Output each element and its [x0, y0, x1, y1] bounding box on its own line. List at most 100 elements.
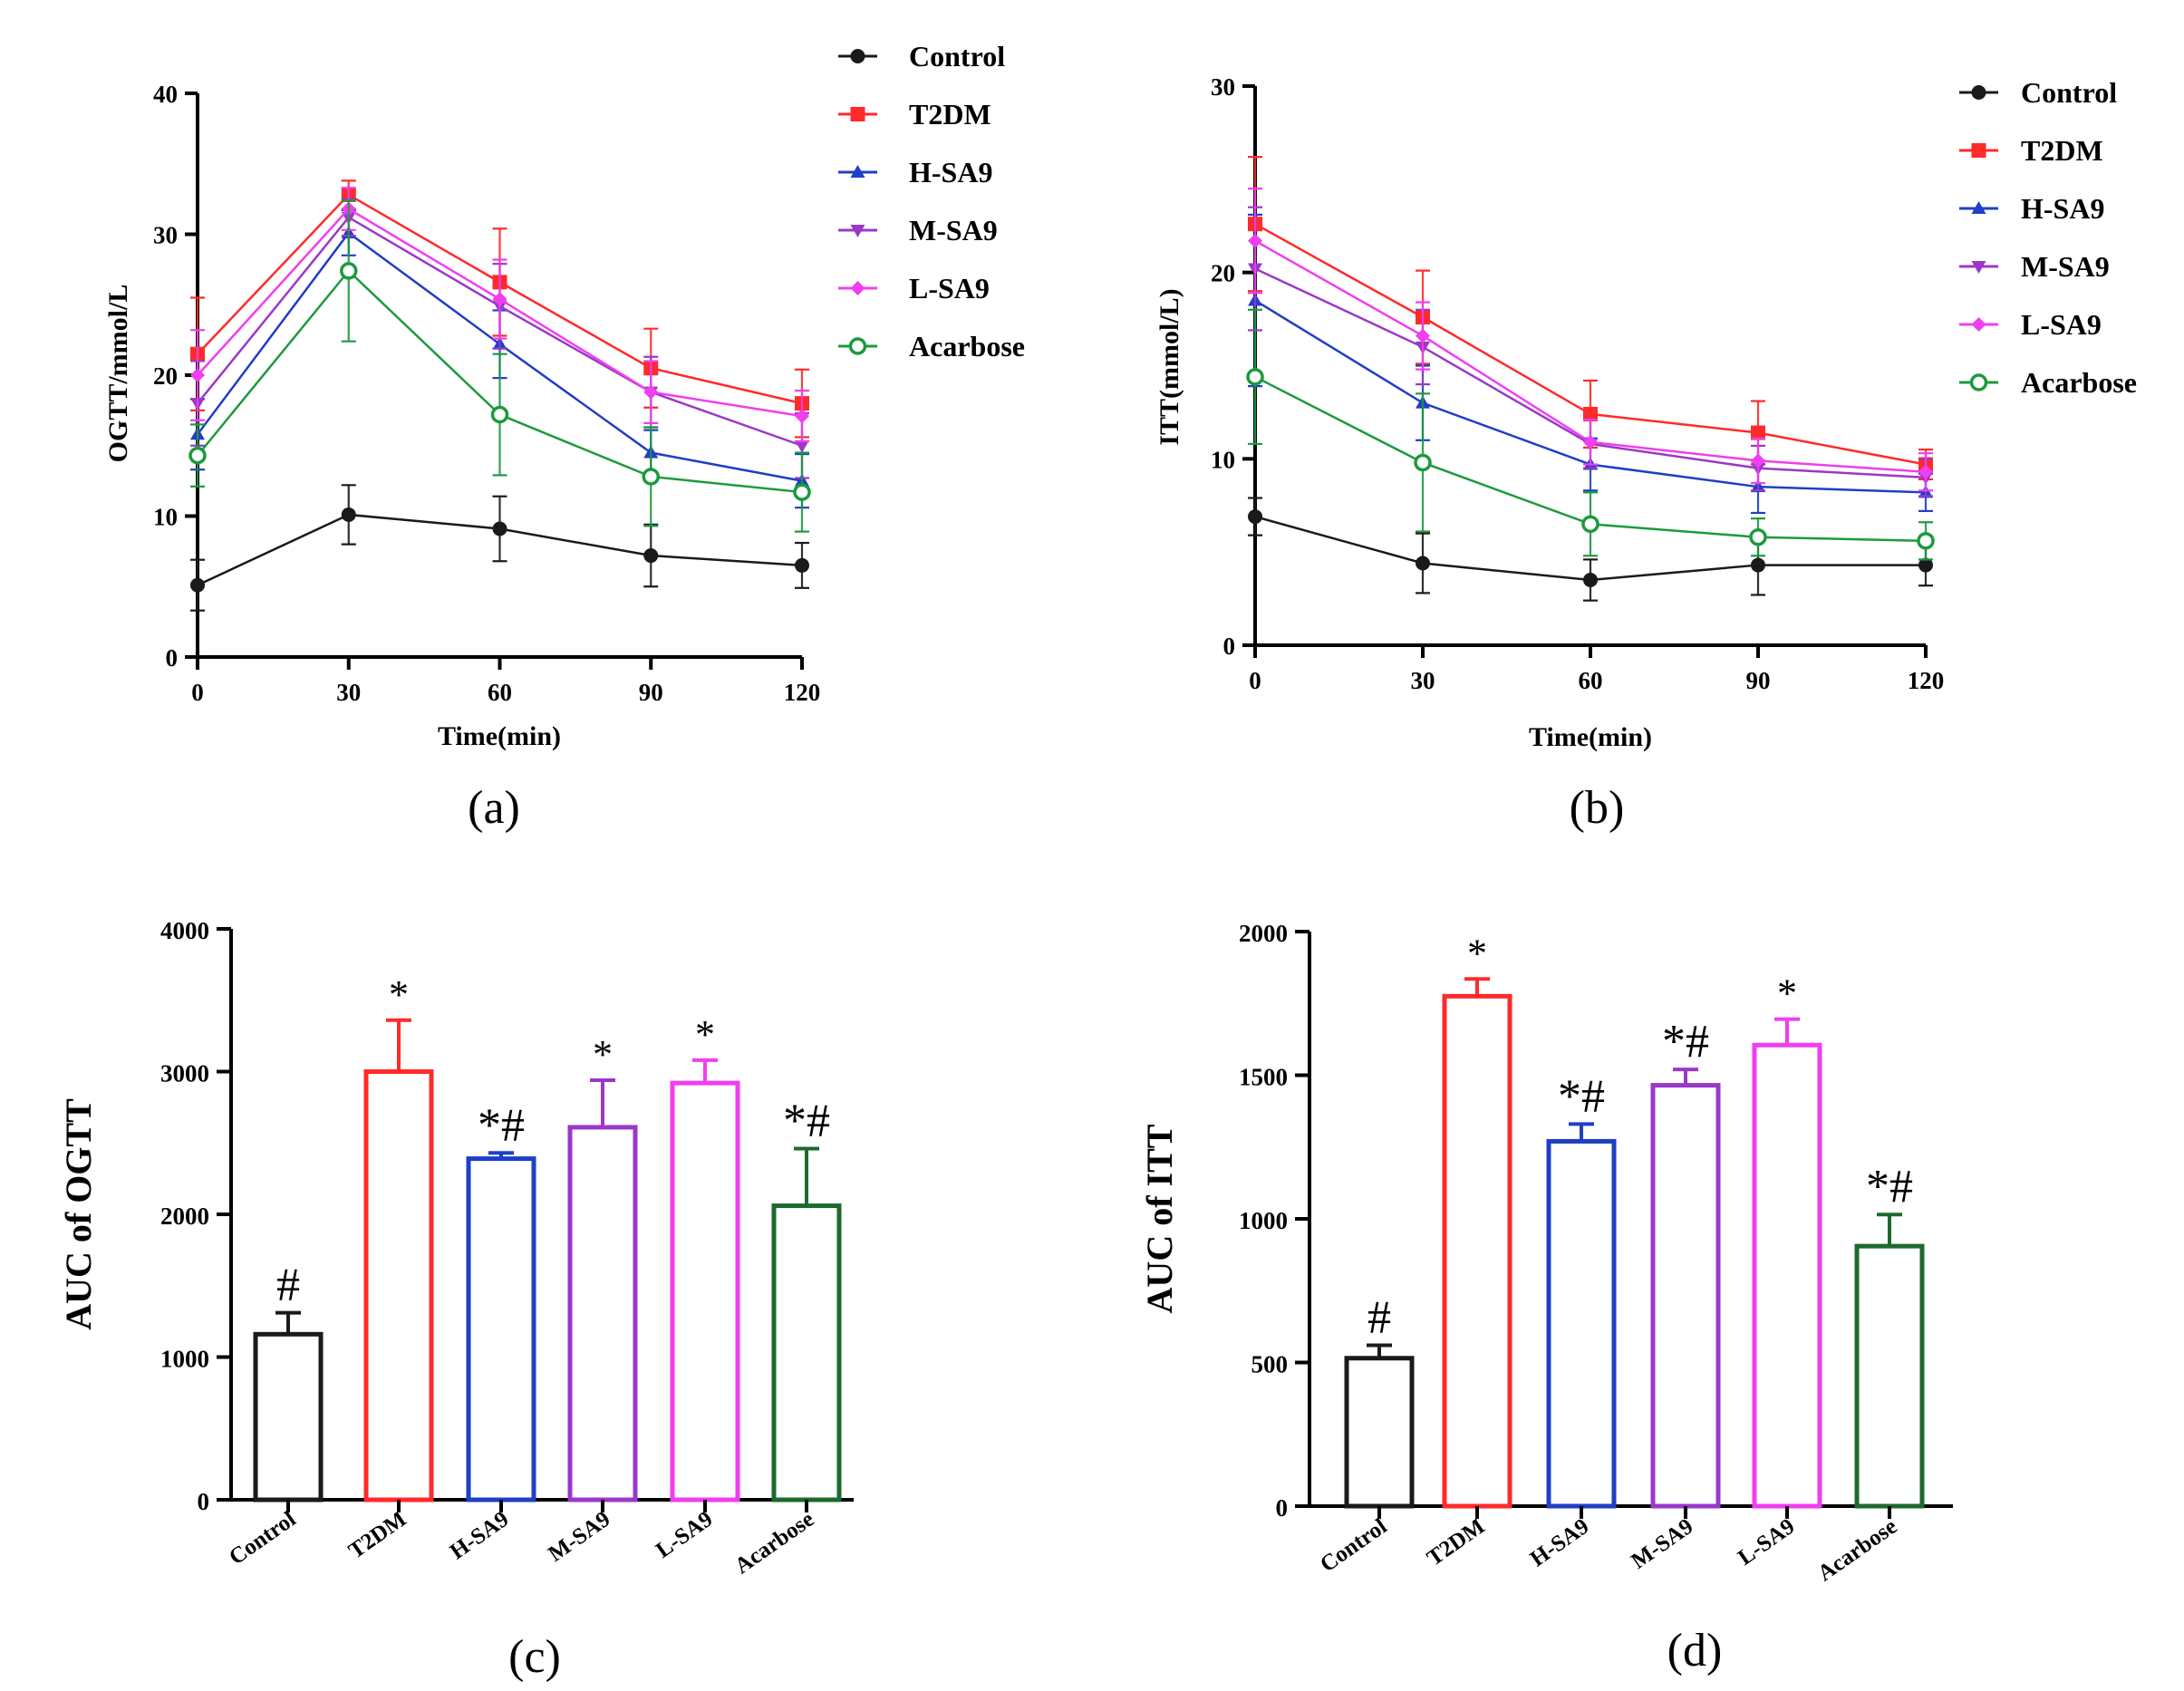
panel-c-significance-label: # [276, 1260, 300, 1311]
panel-a-y-tick-label: 30 [153, 222, 178, 249]
panel-a-data-point [643, 384, 659, 400]
panel-d-significance-label: *# [1558, 1070, 1605, 1122]
panel-a-legend-item-acarbose: Acarbose [838, 330, 1025, 362]
panel-c-bar-group-t2dm: * T2DM [344, 972, 434, 1564]
panel-a-data-point [795, 557, 809, 573]
panel-c-bar [363, 1069, 434, 1503]
panel-a-y-tick-label: 40 [153, 81, 178, 108]
panel-a-x-tick-label: 60 [488, 679, 512, 706]
panel-c-bar [567, 1125, 638, 1503]
panel-b-data-point [1751, 425, 1765, 440]
panel-a-legend-marker [850, 165, 865, 178]
panel-a-legend-label: H-SA9 [909, 156, 992, 188]
panel-d-bar [1650, 1083, 1721, 1509]
panel-d-x-tick-label: M-SA9 [1627, 1514, 1697, 1574]
panel-b-data-point [1751, 557, 1765, 573]
panel-a-legend-marker [850, 281, 865, 295]
panel-d-y-tick-label: 500 [1251, 1351, 1289, 1378]
panel-b-legend-label: T2DM [2021, 134, 2103, 167]
panel-a-legend-item-l-sa9: L-SA9 [838, 272, 990, 304]
panel-c-bar [253, 1331, 324, 1503]
panel-a-data-point [340, 262, 358, 280]
panel-b-data-point [1248, 233, 1262, 248]
panel-c-y-tick-label: 4000 [160, 917, 209, 944]
panel-b-legend-label: H-SA9 [2021, 192, 2104, 225]
panel-a-legend-marker [850, 225, 865, 237]
panel-b-legend-item-acarbose: Acarbose [1959, 366, 2137, 399]
panel-b-series-acarbose [1246, 308, 1935, 561]
panel-d-bar-group-t2dm: * T2DM [1423, 931, 1512, 1571]
panel-c-bar [771, 1203, 842, 1503]
panel-c-y-tick-label: 0 [198, 1488, 210, 1515]
panel-a-legend-marker [850, 107, 865, 121]
panel-c-y-label: AUC of OGTT [58, 1098, 99, 1330]
panel-c-x-tick-label: M-SA9 [544, 1507, 614, 1567]
panel-d-y-label: AUC of ITT [1139, 1124, 1180, 1313]
panel-d-x-tick-label: Acarbose [1813, 1514, 1901, 1586]
panel-b-legend-item-m-sa9: M-SA9 [1959, 250, 2110, 283]
panel-b-legend-label: Control [2021, 76, 2117, 109]
panel-b-y-label: ITT(mmol/L) [1155, 288, 1184, 445]
panel-c-significance-label: *# [783, 1096, 830, 1147]
panel-a-y-tick-label: 10 [153, 504, 178, 531]
panel-b-data-point [1583, 406, 1598, 421]
panel-a-data-point [793, 483, 811, 501]
panel-a-data-point [492, 521, 507, 536]
panel-c-significance-label: * [389, 972, 409, 1017]
panel-b-data-point [1414, 453, 1432, 472]
panel-c-ogtt-auc-bar-chart: AUC of OGTT (c) 0 1000 2000 3000 4000 # Contr… [58, 917, 854, 1683]
panel-b-legend-label: Acarbose [2021, 366, 2137, 399]
panel-a-series-control [190, 484, 809, 612]
panel-d-significance-label: * [1467, 931, 1487, 975]
panel-b-x-tick-label: 60 [1579, 667, 1603, 694]
panel-b-x-label: Time(min) [1529, 722, 1652, 752]
panel-c-significance-label: *# [478, 1099, 525, 1151]
panel-c-x-tick-label: Control [225, 1507, 300, 1570]
panel-d-significance-label: *# [1662, 1016, 1709, 1068]
panel-a-ogtt-line-chart: OGTT/mmol/L Time(min) (a) 0 10 20 30 40 0 30 60… [103, 40, 1025, 834]
panel-a-legend-item-h-sa9: H-SA9 [838, 156, 992, 188]
panel-d-bar-group-acarbose: *# Acarbose [1813, 1161, 1925, 1586]
panel-a-data-point [642, 468, 660, 486]
panel-a-legend-label: M-SA9 [909, 214, 998, 246]
panel-b-legend-item-t2dm: T2DM [1959, 134, 2103, 167]
panel-c-x-tick-label: T2DM [344, 1507, 411, 1564]
panel-a-y-tick-label: 0 [166, 644, 179, 672]
panel-b-data-point [1581, 515, 1599, 534]
panel-a-y-tick-label: 20 [153, 362, 178, 390]
panel-d-itt-auc-bar-chart: AUC of ITT (d) 0 500 1000 1500 2000 # Control… [1139, 920, 1953, 1677]
panel-d-bar [1546, 1138, 1617, 1509]
panel-d-y-tick-label: 1500 [1239, 1064, 1288, 1091]
panel-b-x-tick-label: 120 [1908, 667, 1945, 694]
panel-d-bar-group-h-sa9: *# H-SA9 [1526, 1070, 1617, 1571]
panel-b-x-tick-label: 90 [1746, 667, 1771, 694]
panel-a-legend-item-m-sa9: M-SA9 [838, 214, 998, 246]
panel-a-data-point [190, 368, 205, 382]
panel-b-y-tick-label: 0 [1223, 633, 1236, 660]
panel-a-data-point [190, 577, 205, 593]
panel-c-bar-group-h-sa9: *# H-SA9 [446, 1099, 536, 1564]
panel-a-series-acarbose [188, 199, 811, 533]
panel-b-data-point [1918, 464, 1933, 479]
panel-c-bar [670, 1080, 740, 1503]
panel-c-y-tick-label: 1000 [160, 1346, 209, 1373]
panel-a-x-tick-label: 120 [784, 679, 821, 706]
panel-a-data-point [492, 292, 507, 307]
panel-a-data-point [795, 440, 809, 453]
panel-b-panel-label: (b) [1570, 782, 1625, 834]
panel-a-data-point [188, 446, 207, 465]
panel-c-significance-label: * [593, 1032, 613, 1077]
panel-c-bar-group-acarbose: *# Acarbose [730, 1096, 842, 1579]
panel-b-data-point [1751, 453, 1765, 469]
panel-a-legend-marker [848, 337, 867, 355]
panel-a-x-tick-label: 90 [639, 679, 663, 706]
panel-a-legend-label: Control [909, 40, 1005, 72]
panel-d-x-tick-label: L-SA9 [1734, 1514, 1799, 1570]
panel-c-bar-group-m-sa9: * M-SA9 [544, 1032, 638, 1567]
panel-b-legend-item-l-sa9: L-SA9 [1959, 308, 2102, 341]
panel-b-data-point [1583, 434, 1598, 449]
panel-c-bar-group-l-sa9: * L-SA9 [652, 1012, 740, 1563]
panel-b-legend-label: L-SA9 [2021, 308, 2102, 341]
panel-b-legend-label: M-SA9 [2021, 250, 2110, 283]
